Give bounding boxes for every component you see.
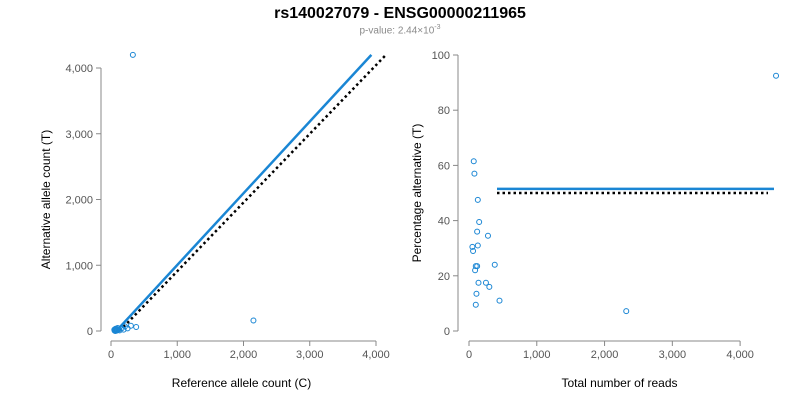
- x-tick-label: 0: [466, 349, 472, 361]
- y-tick-label: 20: [438, 271, 450, 283]
- pvalue-exponent: -3: [434, 24, 441, 31]
- y-tick-label: 60: [438, 160, 450, 172]
- data-point: [111, 326, 118, 333]
- data-point: [482, 279, 489, 286]
- fit-line: [115, 54, 373, 332]
- data-point: [472, 267, 479, 274]
- x-tick-label: 3,000: [296, 349, 324, 361]
- chart-title: rs140027079 - ENSG00000211965: [274, 5, 526, 22]
- data-point: [470, 247, 477, 254]
- y-tick-label: 0: [444, 326, 450, 338]
- y-tick-label: 3,000: [65, 129, 93, 141]
- data-point: [496, 297, 503, 304]
- y-axis-label: Percentage alternative (T): [410, 124, 424, 263]
- data-point: [472, 301, 479, 308]
- y-tick-label: 40: [438, 216, 450, 228]
- x-tick-label: 3,000: [659, 349, 687, 361]
- data-point: [773, 72, 780, 79]
- x-tick-label: 4,000: [362, 349, 390, 361]
- x-tick-label: 2,000: [230, 349, 258, 361]
- x-axis-label: Total number of reads: [561, 376, 677, 390]
- y-axis-label: Alternative allele count (T): [39, 130, 53, 269]
- x-tick-label: 0: [108, 349, 114, 361]
- data-point: [133, 324, 140, 331]
- y-tick-label: 4,000: [65, 63, 93, 75]
- x-tick-label: 4,000: [726, 349, 754, 361]
- x-tick-label: 1,000: [523, 349, 551, 361]
- data-point: [491, 261, 498, 268]
- data-point: [486, 283, 493, 290]
- reference-line: [118, 53, 387, 332]
- data-point: [474, 228, 481, 235]
- y-tick-label: 80: [438, 105, 450, 117]
- data-point: [623, 308, 630, 315]
- data-point: [250, 317, 257, 324]
- y-tick-label: 2,000: [65, 195, 93, 207]
- x-tick-label: 1,000: [163, 349, 191, 361]
- pvalue-text: p-value: 2.44×10: [359, 25, 435, 37]
- chart-subtitle: p-value: 2.44×10-3: [0, 24, 800, 36]
- data-point: [476, 218, 483, 225]
- data-point: [470, 158, 477, 165]
- x-tick-label: 2,000: [591, 349, 619, 361]
- y-tick-label: 1,000: [65, 260, 93, 272]
- y-tick-label: 100: [432, 50, 450, 62]
- data-point: [484, 232, 491, 239]
- data-point: [129, 51, 136, 58]
- x-axis-label: Reference allele count (C): [172, 376, 311, 390]
- data-point: [474, 242, 481, 249]
- data-point: [475, 279, 482, 286]
- data-point: [474, 196, 481, 203]
- data-point: [469, 243, 476, 250]
- data-point: [473, 290, 480, 297]
- y-tick-label: 0: [87, 326, 93, 338]
- data-point: [471, 170, 478, 177]
